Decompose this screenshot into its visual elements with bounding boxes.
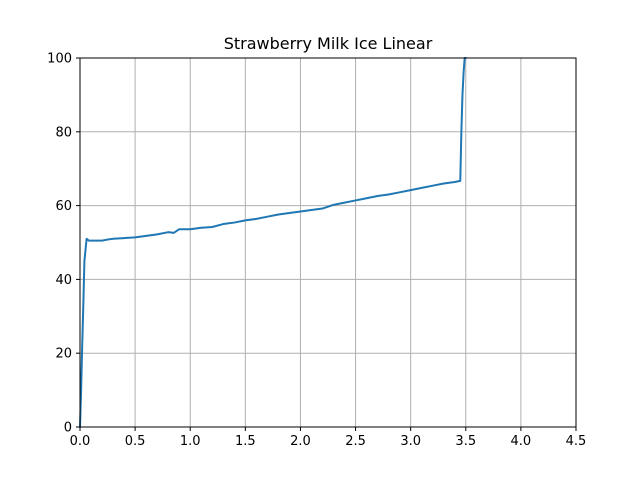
x-tick-label: 4.5 bbox=[566, 434, 587, 449]
y-tick-label: 60 bbox=[55, 199, 72, 214]
series-line bbox=[79, 57, 467, 428]
x-tick-label: 0.0 bbox=[70, 434, 91, 449]
y-tick-label: 0 bbox=[64, 421, 72, 436]
y-tick-label: 20 bbox=[55, 347, 72, 362]
x-tick-label: 2.5 bbox=[345, 434, 366, 449]
tick-layer: 0.0 0.5 1.0 1.5 2.0 2.5 3.0 3.5 4.0 4.5 0 20 40 60 80 1… bbox=[47, 52, 586, 450]
x-tick-label: 4.0 bbox=[511, 434, 532, 449]
y-tick-label: 40 bbox=[55, 273, 72, 288]
x-tick-label: 1.5 bbox=[235, 434, 256, 449]
x-tick-label: 1.0 bbox=[180, 434, 201, 449]
x-tick-label: 3.5 bbox=[455, 434, 476, 449]
series-layer bbox=[79, 57, 467, 428]
y-tick-label: 100 bbox=[47, 52, 72, 67]
x-tick-label: 2.0 bbox=[290, 434, 311, 449]
chart-title: Strawberry Milk Ice Linear bbox=[224, 34, 433, 53]
axes-frame bbox=[79, 57, 577, 428]
x-tick-label: 3.0 bbox=[400, 434, 421, 449]
x-tick-label: 0.5 bbox=[125, 434, 146, 449]
y-tick-label: 80 bbox=[55, 125, 72, 140]
